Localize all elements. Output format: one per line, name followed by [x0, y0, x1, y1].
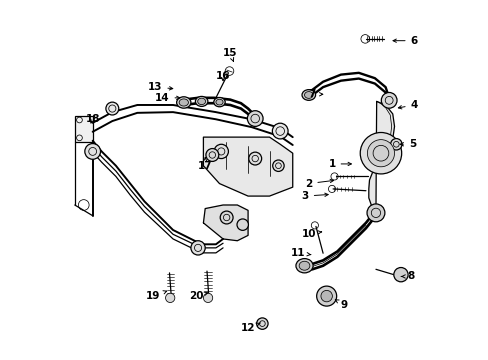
Circle shape: [237, 219, 248, 230]
Text: 6: 6: [392, 36, 417, 46]
Text: 11: 11: [290, 248, 310, 258]
Text: 7: 7: [308, 89, 322, 99]
Text: 18: 18: [85, 114, 100, 124]
Circle shape: [84, 144, 101, 159]
Circle shape: [220, 211, 233, 224]
Text: 12: 12: [240, 323, 260, 333]
Circle shape: [366, 204, 384, 222]
Polygon shape: [75, 116, 93, 143]
Text: 3: 3: [301, 191, 327, 201]
Text: 9: 9: [335, 300, 347, 310]
Text: 8: 8: [401, 271, 413, 282]
Text: 14: 14: [155, 93, 180, 103]
Circle shape: [320, 291, 332, 302]
Polygon shape: [203, 137, 292, 196]
Circle shape: [360, 132, 401, 174]
Circle shape: [165, 293, 175, 302]
Ellipse shape: [302, 90, 315, 100]
Polygon shape: [203, 205, 247, 241]
Text: 1: 1: [327, 159, 351, 169]
Ellipse shape: [213, 98, 225, 107]
Text: 20: 20: [188, 291, 207, 301]
Circle shape: [366, 140, 394, 167]
Circle shape: [214, 144, 228, 158]
Ellipse shape: [299, 261, 309, 270]
Circle shape: [248, 152, 261, 165]
Polygon shape: [368, 102, 394, 210]
Ellipse shape: [295, 258, 312, 273]
Circle shape: [247, 111, 263, 126]
Circle shape: [393, 267, 407, 282]
Circle shape: [203, 293, 212, 302]
Circle shape: [272, 160, 284, 171]
Text: 2: 2: [305, 179, 333, 189]
Circle shape: [106, 102, 119, 115]
Text: 19: 19: [146, 291, 166, 301]
Circle shape: [272, 123, 287, 139]
Ellipse shape: [179, 99, 188, 106]
Circle shape: [316, 286, 336, 306]
Text: 10: 10: [301, 229, 321, 239]
Circle shape: [190, 241, 205, 255]
Ellipse shape: [216, 99, 223, 105]
Circle shape: [390, 139, 401, 150]
Ellipse shape: [176, 97, 190, 108]
Circle shape: [205, 149, 218, 161]
Text: 15: 15: [223, 48, 237, 61]
Text: 13: 13: [147, 82, 172, 92]
Text: 5: 5: [399, 139, 415, 149]
Text: 4: 4: [398, 100, 417, 110]
Text: 17: 17: [198, 158, 212, 171]
Circle shape: [381, 93, 396, 108]
Ellipse shape: [195, 96, 207, 107]
Circle shape: [256, 318, 267, 329]
Text: 16: 16: [215, 71, 230, 81]
Ellipse shape: [304, 91, 312, 98]
Ellipse shape: [197, 98, 205, 105]
